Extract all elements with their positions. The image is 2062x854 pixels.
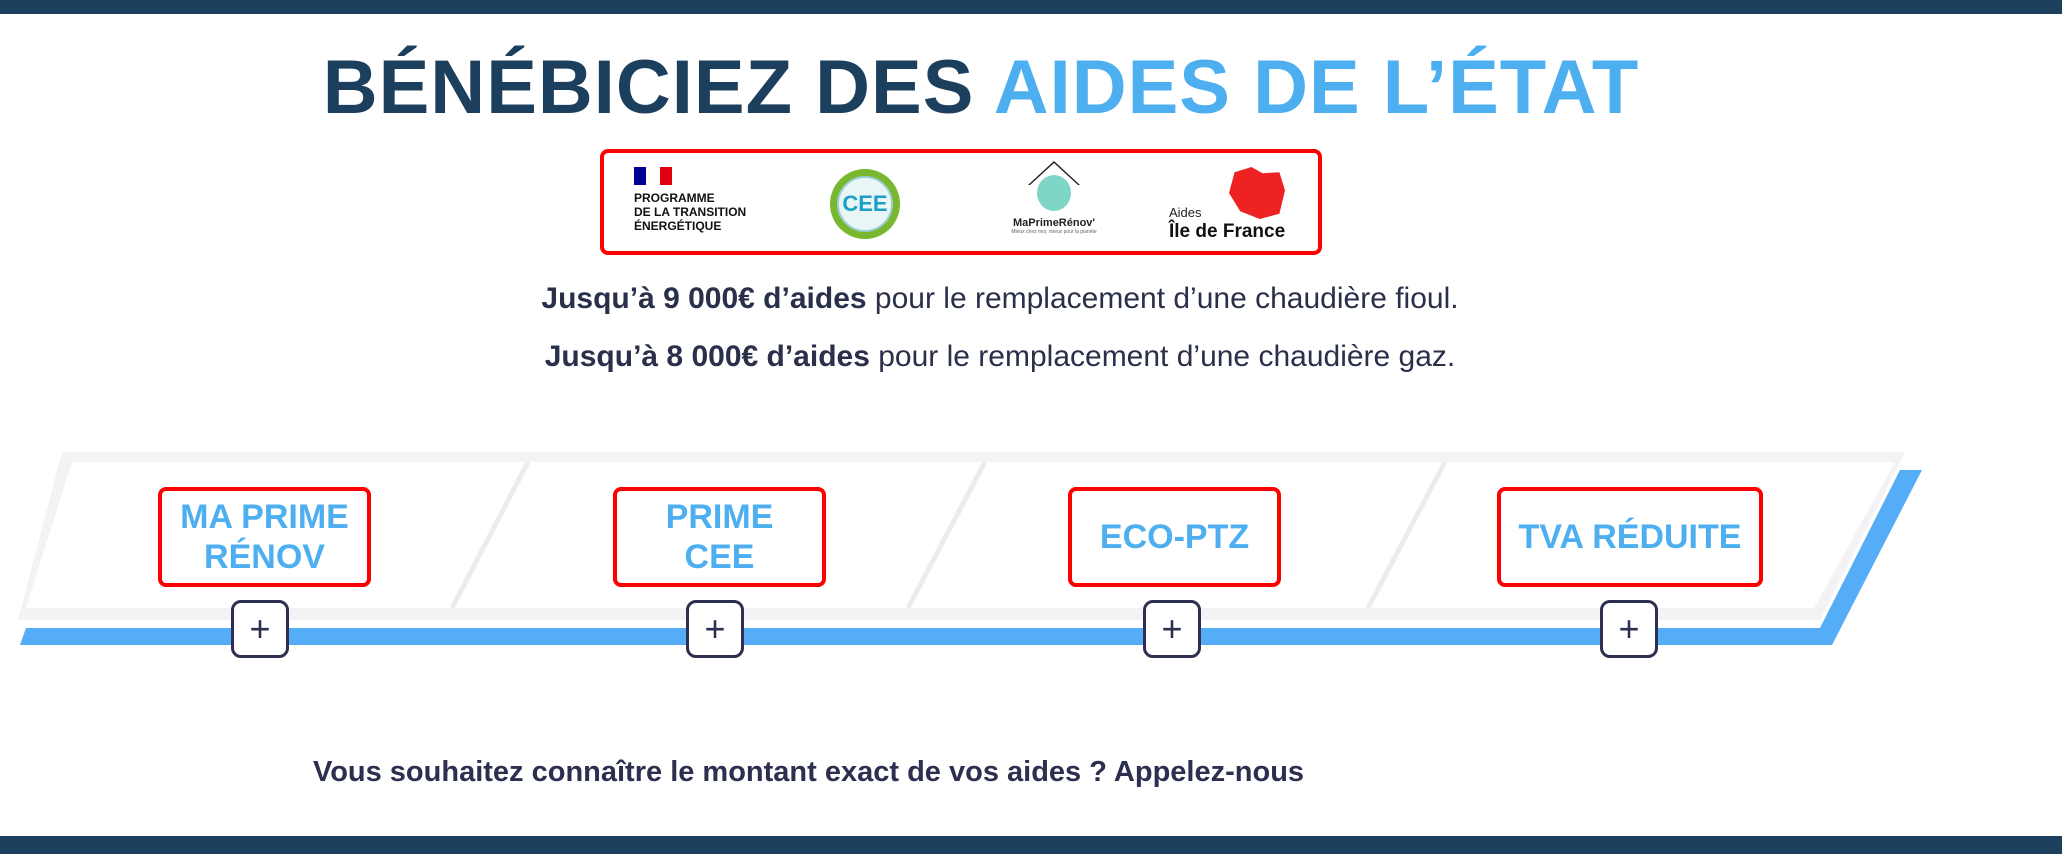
intro-amount: Jusqu’à 8 000€ d’aides [544,340,870,373]
expand-ma-prime-renov-button[interactable]: + [231,600,289,658]
aide-label: TVA RÉDUITE [1518,518,1742,556]
expand-prime-cee-button[interactable]: + [686,600,744,658]
intro-amount: Jusqu’à 9 000€ d’aides [541,282,867,315]
band-divider [905,460,988,610]
bottom-bar [0,836,2062,854]
logo-text: PROGRAMME [634,191,715,205]
intro-line-gaz: Jusqu’à 8 000€ d’aides pour le remplacem… [0,340,2000,374]
idf-map-icon [1229,167,1285,219]
logo-text: Aides [1169,205,1202,220]
expand-eco-ptz-button[interactable]: + [1143,600,1201,658]
aide-prime-cee[interactable]: PRIME CEE [613,487,826,587]
maprimerenov-logo: MaPrimeRénov' Mieux chez moi, mieux pour… [999,161,1109,259]
logo-text: MaPrimeRénov' [1012,217,1096,229]
aide-label: ECO-PTZ [1099,518,1250,556]
partner-logos: PROGRAMME DE LA TRANSITION ÉNERGÉTIQUE C… [600,149,1322,255]
cee-label: CEE [837,176,893,232]
call-to-action-text: Vous souhaitez connaître le montant exac… [313,756,1305,788]
logo-text: ÉNERGÉTIQUE [634,219,722,233]
aide-eco-ptz[interactable]: ECO-PTZ [1068,487,1281,587]
intro-line-fioul: Jusqu’à 9 000€ d’aides pour le remplacem… [0,282,2000,316]
title-accent: AIDES DE L’ÉTAT [993,45,1640,130]
ile-de-france-logo: Aides Île de France [1169,167,1299,265]
intro-text: pour le remplacement d’une chaudière gaz… [869,340,1456,373]
top-bar [0,0,2062,14]
band-divider [1365,460,1448,610]
logo-tagline: Mieux chez moi, mieux pour la planète [1011,229,1097,235]
aide-label: PRIME CEE [665,498,774,576]
aide-label: MA PRIME RÉNOV [180,498,349,576]
intro-text: pour le remplacement d’une chaudière fio… [866,282,1459,315]
logo-text: DE LA TRANSITION [634,205,747,219]
french-flag-icon [634,167,746,185]
programme-transition-logo: PROGRAMME DE LA TRANSITION ÉNERGÉTIQUE [634,167,746,265]
expand-tva-reduite-button[interactable]: + [1600,600,1658,658]
mascot-icon [1037,175,1071,211]
logo-text: Île de France [1169,221,1286,242]
aide-tva-reduite[interactable]: TVA RÉDUITE [1497,487,1763,587]
page-title: BÉNÉBICIEZ DES AIDES DE L’ÉTAT [0,44,1962,131]
title-main: BÉNÉBICIEZ DES [322,45,994,130]
aide-ma-prime-renov[interactable]: MA PRIME RÉNOV [158,487,371,587]
band-divider [449,460,531,610]
cee-logo: CEE [830,169,900,239]
aides-band [18,452,1922,645]
